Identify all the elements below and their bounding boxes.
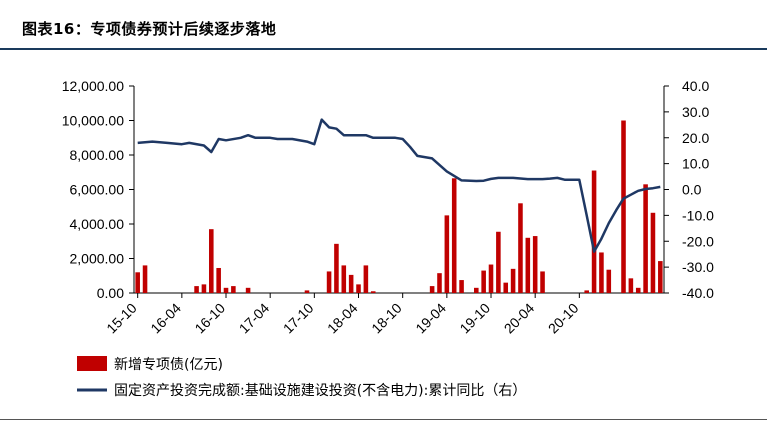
bar	[451, 178, 457, 293]
left-tick-label: 10,000.00	[62, 113, 124, 129]
left-tick-label: 12,000.00	[62, 78, 124, 94]
bar	[326, 271, 332, 293]
bar	[142, 265, 148, 293]
bar	[599, 252, 604, 293]
x-tick-label: 17-10	[280, 300, 317, 337]
bar	[194, 286, 199, 293]
right-tick-label: -40.0	[682, 285, 714, 301]
bar	[503, 282, 509, 293]
bar	[356, 284, 361, 293]
left-tick-label: 0.00	[97, 285, 124, 301]
bar	[525, 237, 531, 293]
bar	[231, 286, 236, 293]
title-rule	[0, 48, 767, 50]
bar	[363, 265, 369, 293]
bar	[591, 170, 597, 293]
bar	[304, 290, 310, 293]
x-tick-label: 20-10	[545, 300, 582, 337]
bar	[584, 290, 589, 293]
bar	[135, 272, 140, 293]
bar	[488, 264, 494, 293]
legend-label-bar: 新增专项债(亿元)	[114, 357, 223, 373]
legend-swatch-bar	[77, 356, 107, 371]
tick-labels: 0.00 2,000.00 4,000.00 6,000.00 8,000.00 10,0…	[62, 78, 714, 336]
bar	[621, 120, 626, 293]
x-tick-label: 17-04	[236, 300, 273, 337]
bar	[334, 243, 339, 293]
right-tick-label: 0.0	[682, 182, 702, 198]
x-tick-label: 19-10	[456, 300, 493, 337]
chart-title: 图表16：专项债券预计后续逐步落地	[22, 20, 277, 38]
bar	[510, 268, 516, 293]
bar	[481, 270, 486, 293]
left-tick-label: 4,000.00	[70, 216, 125, 232]
right-tick-label: -30.0	[682, 259, 714, 275]
x-tick-label: 16-10	[191, 300, 228, 337]
line-series	[137, 118, 661, 253]
x-tick-label: 16-04	[147, 300, 184, 337]
axes	[129, 85, 669, 298]
bar	[532, 236, 538, 293]
bar	[245, 287, 251, 293]
bar	[540, 271, 545, 293]
bar	[518, 203, 523, 293]
bar	[437, 273, 442, 293]
legend: 新增专项债(亿元) 固定资产投资完成额:基础设施建设投资(不含电力):累计同比（…	[77, 356, 526, 399]
left-tick-label: 2,000.00	[70, 251, 125, 267]
x-tick-label: 18-10	[368, 300, 405, 337]
bar	[348, 274, 354, 293]
x-tick-label: 20-04	[501, 300, 538, 337]
bottom-rule	[0, 419, 767, 420]
bar	[628, 278, 634, 293]
x-tick-label: 15-10	[103, 300, 140, 337]
right-tick-label: -10.0	[682, 207, 714, 223]
bar	[650, 212, 656, 293]
bar	[209, 229, 214, 293]
bar	[216, 267, 221, 293]
left-tick-label: 8,000.00	[70, 147, 125, 163]
bar	[496, 231, 501, 293]
bar-series	[135, 120, 663, 293]
x-tick-label: 19-04	[412, 300, 449, 337]
right-tick-label: 20.0	[682, 130, 709, 146]
bar	[370, 291, 376, 293]
legend-label-line: 固定资产投资完成额:基础设施建设投资(不含电力):累计同比（右）	[114, 382, 526, 399]
right-tick-label: 30.0	[682, 104, 709, 120]
bar	[223, 287, 229, 293]
bar	[606, 269, 612, 293]
bar	[474, 287, 479, 293]
bar	[459, 280, 464, 293]
line-path	[137, 118, 661, 253]
bar	[635, 287, 641, 293]
x-tick-label: 18-04	[324, 300, 361, 337]
bar	[444, 215, 450, 293]
bar	[643, 184, 648, 293]
right-tick-label: 40.0	[682, 78, 709, 94]
bar	[341, 265, 347, 293]
right-tick-label: 10.0	[682, 156, 709, 172]
right-tick-label: -20.0	[682, 233, 714, 249]
bar	[658, 261, 663, 293]
bar	[201, 284, 207, 293]
bar	[429, 286, 435, 293]
left-tick-label: 6,000.00	[70, 182, 125, 198]
